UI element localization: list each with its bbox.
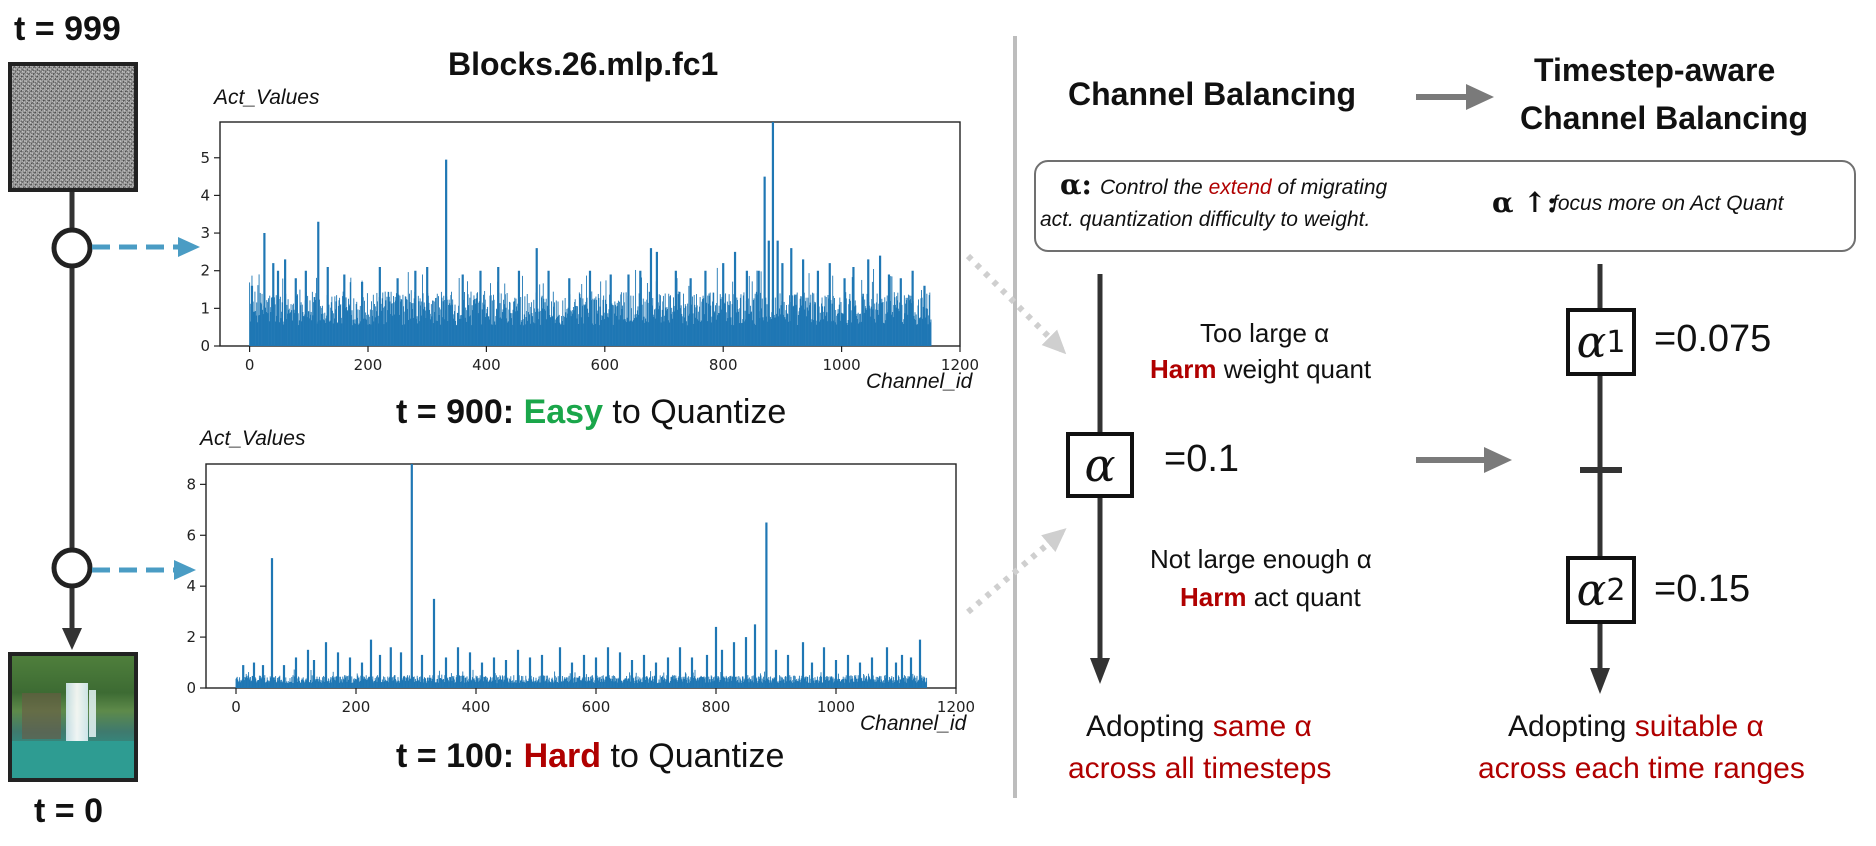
chart-top-bars [249,122,932,346]
caption-top-highlight: Easy [523,393,603,431]
alpha-info-desc-line2: act. quantization difficulty to weight. [1040,208,1371,231]
timestep-start-label: t = 999 [14,10,121,48]
single-alpha-footer-line2: across all timesteps [1068,752,1332,785]
chart-bottom-xtick-label: 200 [342,698,371,716]
chart-bottom-xtick-label: 1200 [937,698,975,716]
waterfall-image [8,652,138,782]
timestep-node-100 [51,547,93,589]
chart-bottom-xtick-label: 1000 [817,698,855,716]
timestep-end-label: t = 0 [34,792,103,830]
caption-bottom-highlight: Hard [523,737,602,775]
chart-top-ytick-label: 2 [200,262,210,280]
dotted-arrow-bottom [966,528,1067,615]
single-alpha-arrowhead [1090,658,1110,684]
chart-bottom-xlabel: Channel_id [860,712,967,735]
chart-top-ytick-label: 4 [200,186,210,204]
chart-bottom-xtick-label: 600 [582,698,611,716]
caption-top-suffix: to Quantize [602,393,787,431]
alpha-info-symbol: α: [1060,168,1092,201]
alpha-info-box [1034,160,1856,252]
chart-top-xtick-label: 1000 [823,356,861,374]
timestep-node-900 [51,227,93,269]
too-large-line1: Too large α [1200,318,1330,348]
noise-image [8,62,138,192]
chart-bottom-ytick-label: 0 [186,679,196,697]
heading-timestep-aware-line2: Channel Balancing [1520,100,1809,136]
chart-bottom-ylabel: Act_Values [200,427,306,450]
chart-bottom-bars [235,464,928,688]
chart-bottom-frame [205,463,957,689]
not-enough-line1: Not large enough α [1150,544,1372,574]
caption-top: t = 900: Easy to Quantize [396,393,786,432]
chart-top: 0 200 400 600 800 1000 1200 0 1 2 3 4 5 [200,121,979,374]
chart-bottom: 0 200 400 600 800 1000 1200 0 2 4 6 8 [186,463,975,716]
heading-timestep-aware-line1: Timestep-aware [1534,52,1776,88]
caption-bottom-prefix: t = 100: [396,737,524,775]
chart-bottom-xtick-label: 0 [231,698,241,716]
dotted-arrow-top [965,253,1067,355]
chart-bottom-xtick-label: 400 [462,698,491,716]
chart-top-xtick-label: 400 [472,356,501,374]
caption-top-prefix: t = 900: [396,393,524,431]
alpha-up-desc: focus more on Act Quant [1552,192,1784,215]
chart-bottom-ytick-label: 4 [186,577,196,595]
chart-top-ytick-label: 3 [200,224,210,242]
heading-channel-balancing: Channel Balancing [1068,76,1357,112]
too-large-line2: Harm weight quant [1150,354,1372,384]
alpha2-value: =0.15 [1654,568,1751,610]
chart-top-xtick-label: 600 [590,356,619,374]
caption-bottom: t = 100: Hard to Quantize [396,737,784,776]
single-alpha-footer-line1: Adopting same α [1086,710,1312,743]
caption-bottom-suffix: to Quantize [601,737,785,775]
chart-top-ylabel: Act_Values [214,86,320,109]
chart-bottom-ytick-label: 8 [186,475,196,493]
multi-alpha-footer-line2: across each time ranges [1478,752,1805,785]
chart-top-xtick-label: 1200 [941,356,979,374]
alpha-up-symbol: α ↑: [1492,186,1558,219]
chart-top-xtick-label: 800 [709,356,738,374]
timeline-arrowhead [62,628,82,650]
single-alpha-value: =0.1 [1164,438,1240,480]
single-alpha-box: α [1066,432,1134,498]
chart-top-ytick-label: 5 [200,149,210,167]
chart-bottom-ytick-label: 2 [186,628,196,646]
multi-alpha-footer-line1: Adopting suitable α [1508,710,1764,743]
chart-top-xtick-label: 200 [354,356,383,374]
chart-top-xtick-label: 0 [245,356,255,374]
chart-panel-title: Blocks.26.mlp.fc1 [448,46,719,82]
chart-top-ytick-label: 1 [200,299,210,317]
chart-top-xlabel: Channel_id [866,370,973,393]
chart-top-ytick-label: 0 [200,337,210,355]
chart-bottom-ytick-label: 6 [186,526,196,544]
multi-alpha-arrowhead [1590,668,1610,694]
alpha1-value: =0.075 [1654,318,1772,360]
not-enough-line2: Harm act quant [1180,582,1361,612]
alpha-info-desc-line1: Control the extend of migrating [1100,176,1388,199]
chart-bottom-xtick-label: 800 [702,698,731,716]
